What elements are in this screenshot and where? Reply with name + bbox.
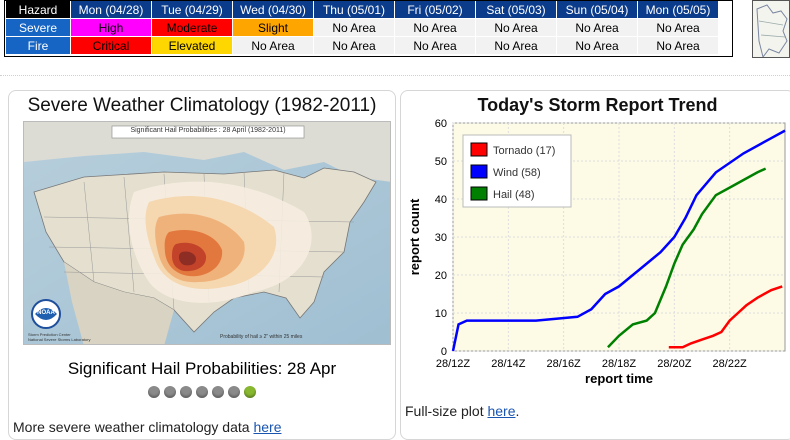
fullsize-plot-text: Full-size plot here. [405, 403, 519, 419]
y-tick-label: 0 [441, 346, 447, 358]
hazard-outlook-table: Hazard Mon (04/28) Tue (04/29) Wed (04/30) T… [5, 0, 719, 55]
x-tick-label: 28/20Z [657, 358, 692, 370]
day-header-cell: Wed (04/30) [232, 0, 314, 19]
storm-trend-panel: Today's Storm Report Trend 0 10 20 30 40 50 60… [400, 90, 790, 440]
y-tick-label: 60 [435, 118, 447, 130]
fullsize-plot-tail: . [515, 403, 520, 419]
hazard-level-cell[interactable]: Slight [232, 18, 314, 37]
hazard-row-label: Severe [5, 18, 71, 37]
legend-swatch [470, 164, 488, 179]
hazard-level-cell[interactable]: No Area [313, 36, 395, 55]
hazard-level-cell[interactable]: No Area [475, 18, 557, 37]
map-title-text: Significant Hail Probabilities : 28 Apri… [130, 127, 286, 134]
hail-probability-map[interactable]: Significant Hail Probabilities : 28 Apri… [23, 121, 391, 345]
hazard-level-cell[interactable]: Elevated [151, 36, 233, 55]
day-header-cell: Fri (05/02) [394, 0, 476, 19]
y-tick-label: 50 [435, 156, 447, 168]
day-header-cell: Mon (04/28) [70, 0, 152, 19]
series-line-2 [607, 167, 767, 349]
y-tick-label: 30 [435, 232, 447, 244]
day-header-cell: Sun (05/04) [556, 0, 638, 19]
y-axis-label: report count [407, 198, 422, 275]
day-header-cell: Tue (04/29) [151, 0, 233, 19]
y-tick-label: 10 [435, 308, 447, 320]
legend-label: Wind (58) [493, 167, 541, 179]
hazard-row-label: Fire [5, 36, 71, 55]
day-header-cell: Mon (05/05) [637, 0, 719, 19]
x-tick-label: 28/14Z [491, 358, 526, 370]
hazard-level-cell[interactable]: No Area [556, 18, 638, 37]
day-header-cell: Sat (05/03) [475, 0, 557, 19]
storm-trend-title: Today's Storm Report Trend [477, 95, 718, 115]
hazard-level-cell[interactable]: No Area [313, 18, 395, 37]
fullsize-plot-label: Full-size plot [405, 403, 488, 419]
climatology-panel: Severe Weather Climatology (1982-2011) [8, 90, 396, 440]
hazard-header-cell: Hazard [5, 0, 71, 19]
y-tick-label: 20 [435, 270, 447, 282]
map-org-text: Storm Prediction Center National Severe … [28, 332, 91, 342]
slide-dot[interactable] [196, 386, 208, 398]
hazard-level-cell[interactable]: Critical [70, 36, 152, 55]
hazard-level-cell[interactable]: No Area [637, 36, 719, 55]
slide-dot[interactable] [228, 386, 240, 398]
hazard-level-cell[interactable]: No Area [637, 18, 719, 37]
noaa-logo-text: NOAA [37, 310, 55, 316]
map-footer-text: Probability of hail ≥ 2" within 25 miles [220, 334, 303, 340]
legend-label: Tornado (17) [493, 145, 555, 157]
storm-report-chart[interactable]: 0 10 20 30 40 50 60 28/12Z 28/14Z 28/16Z 28/18Z 28/… [403, 115, 790, 393]
series-line-1 [451, 129, 786, 352]
legend-swatch [470, 186, 488, 201]
hazard-level-cell[interactable]: No Area [556, 36, 638, 55]
hazard-level-cell[interactable]: No Area [394, 18, 476, 37]
hazard-level-cell[interactable]: No Area [475, 36, 557, 55]
thumbnail-map[interactable] [752, 0, 790, 58]
slide-indicator [9, 385, 395, 403]
map-caption: Significant Hail Probabilities: 28 Apr [67, 359, 337, 378]
slide-dot[interactable] [180, 386, 192, 398]
slide-dot[interactable] [164, 386, 176, 398]
series-line-0 [668, 285, 783, 349]
x-tick-label: 28/16Z [547, 358, 582, 370]
hazard-level-cell[interactable]: High [70, 18, 152, 37]
day-header-cell: Thu (05/01) [313, 0, 395, 19]
slide-dot[interactable] [212, 386, 224, 398]
fullsize-plot-link[interactable]: here [487, 403, 516, 419]
hazard-level-cell[interactable]: No Area [394, 36, 476, 55]
storm-report-chart-svg: 0 10 20 30 40 50 60 28/12Z 28/14Z 28/16Z 28/18Z 28/… [407, 118, 786, 386]
climatology-title: Severe Weather Climatology (1982-2011) [27, 95, 377, 116]
x-tick-label: 28/12Z [436, 358, 471, 370]
more-climatology-link[interactable]: here [253, 419, 282, 435]
x-axis-label: report time [585, 371, 653, 386]
thumbnail-map-graphic [756, 4, 788, 57]
x-tick-label: 28/18Z [602, 358, 637, 370]
hazard-level-cell[interactable]: No Area [232, 36, 314, 55]
slide-dot[interactable] [244, 386, 256, 398]
legend-swatch [470, 142, 488, 157]
more-climatology-text: More severe weather climatology data her… [13, 419, 281, 435]
legend-label: Hail (48) [493, 189, 535, 201]
more-climatology-label: More severe weather climatology data [13, 419, 254, 435]
hail-map-graphic [24, 122, 390, 344]
x-tick-label: 28/22Z [713, 358, 748, 370]
y-tick-label: 40 [435, 194, 447, 206]
hazard-level-cell[interactable]: Moderate [151, 18, 233, 37]
slide-dot[interactable] [148, 386, 160, 398]
section-divider [0, 75, 790, 76]
